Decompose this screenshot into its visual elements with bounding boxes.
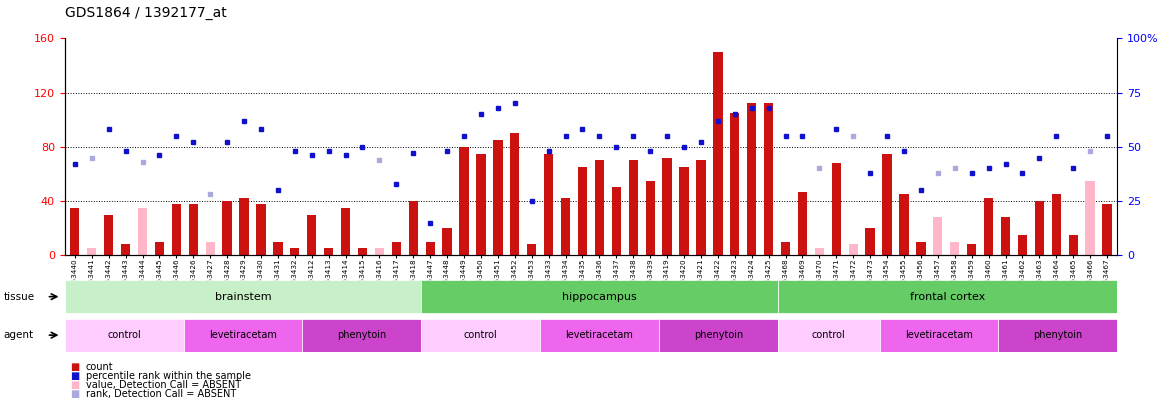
Bar — [302, 319, 421, 352]
Bar — [71, 208, 80, 255]
Bar — [646, 181, 655, 255]
Bar — [240, 198, 248, 255]
Bar — [730, 113, 740, 255]
Text: levetiracetam: levetiracetam — [906, 330, 973, 340]
Bar — [476, 153, 486, 255]
Text: control: control — [811, 330, 846, 340]
Text: phenytoin: phenytoin — [1034, 330, 1082, 340]
Text: rank, Detection Call = ABSENT: rank, Detection Call = ABSENT — [86, 389, 236, 399]
Bar — [222, 201, 232, 255]
Bar — [777, 280, 1117, 313]
Bar — [121, 244, 131, 255]
Text: count: count — [86, 362, 113, 371]
Bar — [256, 204, 266, 255]
Text: ■: ■ — [71, 380, 80, 390]
Bar — [138, 208, 147, 255]
Bar — [815, 248, 824, 255]
Bar — [950, 242, 960, 255]
Bar — [183, 319, 302, 352]
Bar — [831, 163, 841, 255]
Bar — [426, 242, 435, 255]
Bar — [998, 319, 1117, 352]
Bar — [781, 242, 790, 255]
Text: levetiracetam: levetiracetam — [209, 330, 276, 340]
Bar — [916, 242, 926, 255]
Bar — [307, 215, 316, 255]
Bar — [421, 319, 540, 352]
Bar — [967, 244, 976, 255]
Text: GDS1864 / 1392177_at: GDS1864 / 1392177_at — [65, 6, 227, 20]
Bar — [777, 319, 880, 352]
Bar — [510, 133, 520, 255]
Text: brainstem: brainstem — [214, 292, 272, 302]
Bar — [375, 248, 385, 255]
Bar — [1017, 235, 1027, 255]
Text: control: control — [463, 330, 497, 340]
Bar — [408, 201, 417, 255]
Bar — [341, 208, 350, 255]
Text: ■: ■ — [71, 362, 80, 371]
Bar — [612, 188, 621, 255]
Bar — [984, 198, 994, 255]
Bar — [527, 244, 536, 255]
Bar — [421, 280, 777, 313]
Text: tissue: tissue — [4, 292, 34, 302]
Bar — [595, 160, 604, 255]
Bar — [797, 192, 807, 255]
Bar — [65, 280, 421, 313]
Bar — [358, 248, 367, 255]
Text: control: control — [107, 330, 141, 340]
Bar — [172, 204, 181, 255]
Bar — [1051, 194, 1061, 255]
Bar — [540, 319, 659, 352]
Bar — [493, 140, 502, 255]
Bar — [747, 103, 756, 255]
Bar — [764, 103, 774, 255]
Text: frontal cortex: frontal cortex — [910, 292, 985, 302]
Bar — [629, 160, 637, 255]
Bar — [290, 248, 300, 255]
Bar — [188, 204, 198, 255]
Text: value, Detection Call = ABSENT: value, Detection Call = ABSENT — [86, 380, 241, 390]
Bar — [1069, 235, 1078, 255]
Bar — [880, 319, 998, 352]
Bar — [577, 167, 587, 255]
Bar — [1001, 217, 1010, 255]
Text: percentile rank within the sample: percentile rank within the sample — [86, 371, 250, 381]
Text: agent: agent — [4, 330, 34, 340]
Text: ■: ■ — [71, 371, 80, 381]
Bar — [103, 215, 113, 255]
Text: ■: ■ — [71, 389, 80, 399]
Bar — [866, 228, 875, 255]
Bar — [1085, 181, 1095, 255]
Bar — [882, 153, 891, 255]
Bar — [392, 242, 401, 255]
Bar — [1102, 204, 1111, 255]
Text: levetiracetam: levetiracetam — [566, 330, 634, 340]
Bar — [662, 158, 671, 255]
Bar — [206, 242, 215, 255]
Bar — [325, 248, 333, 255]
Bar — [87, 248, 96, 255]
Bar — [460, 147, 469, 255]
Bar — [680, 167, 689, 255]
Bar — [155, 242, 165, 255]
Bar — [934, 217, 942, 255]
Bar — [65, 319, 183, 352]
Bar — [1035, 201, 1044, 255]
Text: phenytoin: phenytoin — [694, 330, 743, 340]
Text: hippocampus: hippocampus — [562, 292, 636, 302]
Bar — [900, 194, 909, 255]
Bar — [561, 198, 570, 255]
Bar — [713, 52, 722, 255]
Bar — [442, 228, 452, 255]
Bar — [659, 319, 777, 352]
Bar — [273, 242, 282, 255]
Bar — [849, 244, 857, 255]
Bar — [696, 160, 706, 255]
Text: phenytoin: phenytoin — [338, 330, 387, 340]
Bar — [544, 153, 553, 255]
